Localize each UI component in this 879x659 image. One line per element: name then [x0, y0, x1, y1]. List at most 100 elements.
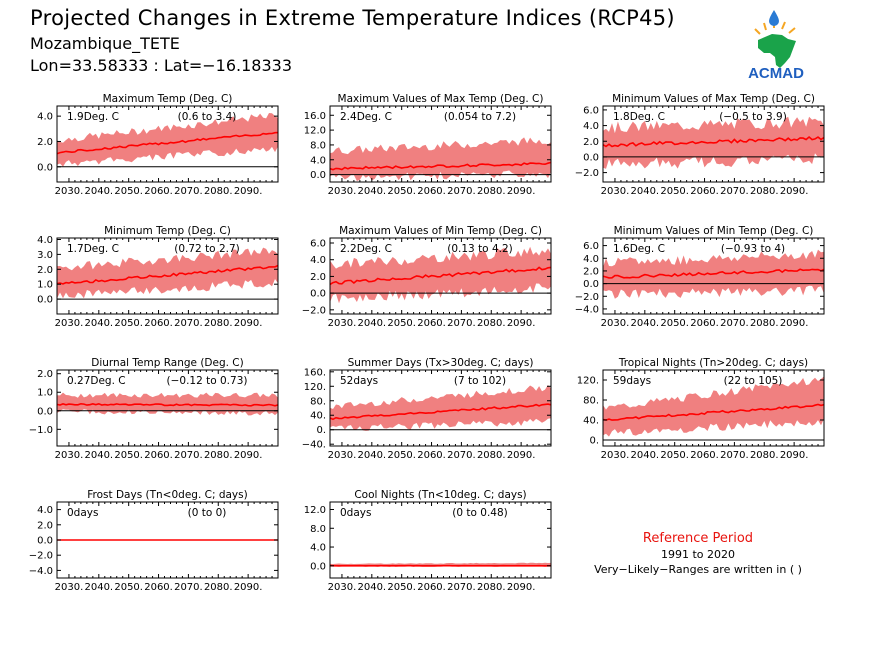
change-value: 1.7Deg. C	[67, 243, 119, 255]
likely-range: (−0.93 to 4)	[721, 243, 785, 255]
median-line	[329, 403, 552, 421]
uncertainty-band	[330, 246, 551, 304]
x-tick-label: 2040.	[84, 582, 113, 593]
change-value: 1.9Deg. C	[67, 111, 119, 123]
x-tick-label: 2070.	[174, 582, 203, 593]
y-tick-label: 80.	[310, 396, 326, 407]
chart-title: Maximum Values of Min Temp (Deg. C)	[339, 225, 542, 237]
x-tick-label: 2060.	[417, 450, 446, 461]
chart-title: Summer Days (Tx>30deg. C; days)	[348, 357, 534, 369]
x-tick-label: 2040.	[630, 186, 659, 197]
chart-panel-cn: 2030. 2040. 2050. 2060. 2070. 2080. 2090. 12.0 8…	[304, 489, 552, 593]
change-value: 2.2Deg. C	[340, 243, 392, 255]
change-value: 59days	[613, 375, 651, 387]
plot-frame	[602, 105, 825, 183]
y-tick-label: 1.0	[37, 280, 53, 291]
chart-panel-tnn: 2030. 2040. 2050. 2060. 2070. 2080. 2090. 6.0 4.…	[575, 225, 825, 329]
x-tick-label: 2060.	[144, 582, 173, 593]
y-tick-label: 120.	[577, 376, 599, 387]
y-tick-label: 12.0	[304, 126, 326, 137]
x-tick-label: 2060.	[144, 318, 173, 329]
y-tick-label: −2.0	[302, 305, 326, 316]
y-tick-label: 4.0	[37, 112, 53, 123]
chart-title: Minimum Values of Min Temp (Deg. C)	[614, 225, 814, 237]
x-tick-label: 2090.	[507, 318, 536, 329]
y-tick-label: −2.0	[575, 168, 599, 179]
x-tick-label: 2040.	[84, 186, 113, 197]
plot-frame	[602, 369, 825, 447]
reference-period-years: 1991 to 2020	[660, 548, 736, 561]
x-tick-label: 2090.	[780, 186, 809, 197]
x-tick-label: 2080.	[204, 450, 233, 461]
x-tick-label: 2030.	[328, 582, 357, 593]
likely-range: (0.054 to 7.2)	[444, 111, 516, 123]
x-tick-label: 2050.	[387, 186, 416, 197]
median-line	[602, 135, 825, 148]
x-tick-label: 2060.	[417, 186, 446, 197]
y-tick-label: −2.0	[575, 292, 599, 303]
y-tick-label: 2.0	[310, 272, 326, 283]
x-tick-label: 2040.	[357, 450, 386, 461]
y-tick-label: 12.0	[304, 505, 326, 516]
chart-title: Maximum Values of Max Temp (Deg. C)	[338, 93, 544, 105]
chart-panel-fd: 2030. 2040. 2050. 2060. 2070. 2080. 2090. 4.0 2.…	[29, 489, 279, 593]
uncertainty-band	[330, 385, 551, 431]
uncertainty-band	[330, 137, 551, 181]
plot-frame	[329, 501, 552, 579]
median-line	[602, 268, 825, 279]
x-tick-label: 2050.	[387, 450, 416, 461]
x-tick-label: 2070.	[447, 582, 476, 593]
likely-range: (0.72 to 2.7)	[174, 243, 240, 255]
y-tick-label: 2.0	[37, 369, 53, 380]
change-value: 0days	[340, 507, 371, 519]
x-tick-label: 2080.	[477, 186, 506, 197]
change-value: 52days	[340, 375, 378, 387]
change-value: 0days	[67, 507, 98, 519]
x-tick-label: 2050.	[387, 582, 416, 593]
y-tick-label: 2.0	[37, 137, 53, 148]
africa-shape-icon	[758, 34, 796, 68]
x-tick-label: 2070.	[174, 450, 203, 461]
x-tick-label: 2060.	[417, 582, 446, 593]
likely-range: (−0.12 to 0.73)	[167, 375, 248, 387]
x-tick-label: 2070.	[720, 186, 749, 197]
water-drop-icon	[769, 10, 779, 26]
x-tick-label: 2040.	[630, 450, 659, 461]
y-tick-label: 0.0	[310, 289, 326, 300]
x-tick-label: 2030.	[55, 582, 84, 593]
likely-range: (0 to 0)	[188, 507, 227, 519]
plot-frame	[56, 369, 279, 447]
y-tick-label: 160.	[304, 367, 326, 378]
y-tick-label: 40.	[583, 416, 599, 427]
y-tick-label: 80.	[583, 396, 599, 407]
y-tick-label: 0.0	[37, 162, 53, 173]
x-tick-label: 2080.	[204, 186, 233, 197]
y-tick-label: 4.0	[583, 121, 599, 132]
logo-text: ACMAD	[748, 65, 804, 82]
africa-map-logo-icon: ACMAD	[748, 10, 804, 82]
x-tick-label: 2050.	[114, 450, 143, 461]
y-tick-label: 4.0	[310, 255, 326, 266]
x-tick-label: 2040.	[357, 186, 386, 197]
chart-panel-txx_mean: 2030. 2040. 2050. 2060. 2070. 2080. 2090. 4.0 2.…	[37, 93, 279, 197]
y-tick-label: −2.0	[29, 551, 53, 562]
likely-range: (−0.5 to 3.9)	[719, 111, 787, 123]
change-value: 1.8Deg. C	[613, 111, 665, 123]
x-tick-label: 2040.	[357, 318, 386, 329]
x-tick-label: 2050.	[660, 450, 689, 461]
range-note: Very−Likely−Ranges are written in ( )	[594, 563, 802, 576]
x-tick-label: 2080.	[477, 450, 506, 461]
y-tick-label: 0.0	[583, 279, 599, 290]
y-tick-label: 0.0	[37, 295, 53, 306]
x-tick-label: 2030.	[601, 318, 630, 329]
location-name: Mozambique_TETE	[30, 34, 180, 53]
x-tick-label: 2060.	[417, 318, 446, 329]
x-tick-label: 2090.	[234, 318, 263, 329]
median-line	[56, 402, 279, 407]
x-tick-label: 2050.	[114, 582, 143, 593]
x-tick-label: 2080.	[750, 186, 779, 197]
y-tick-label: 0.	[316, 425, 326, 436]
y-tick-label: 4.0	[583, 254, 599, 265]
x-tick-label: 2050.	[660, 318, 689, 329]
